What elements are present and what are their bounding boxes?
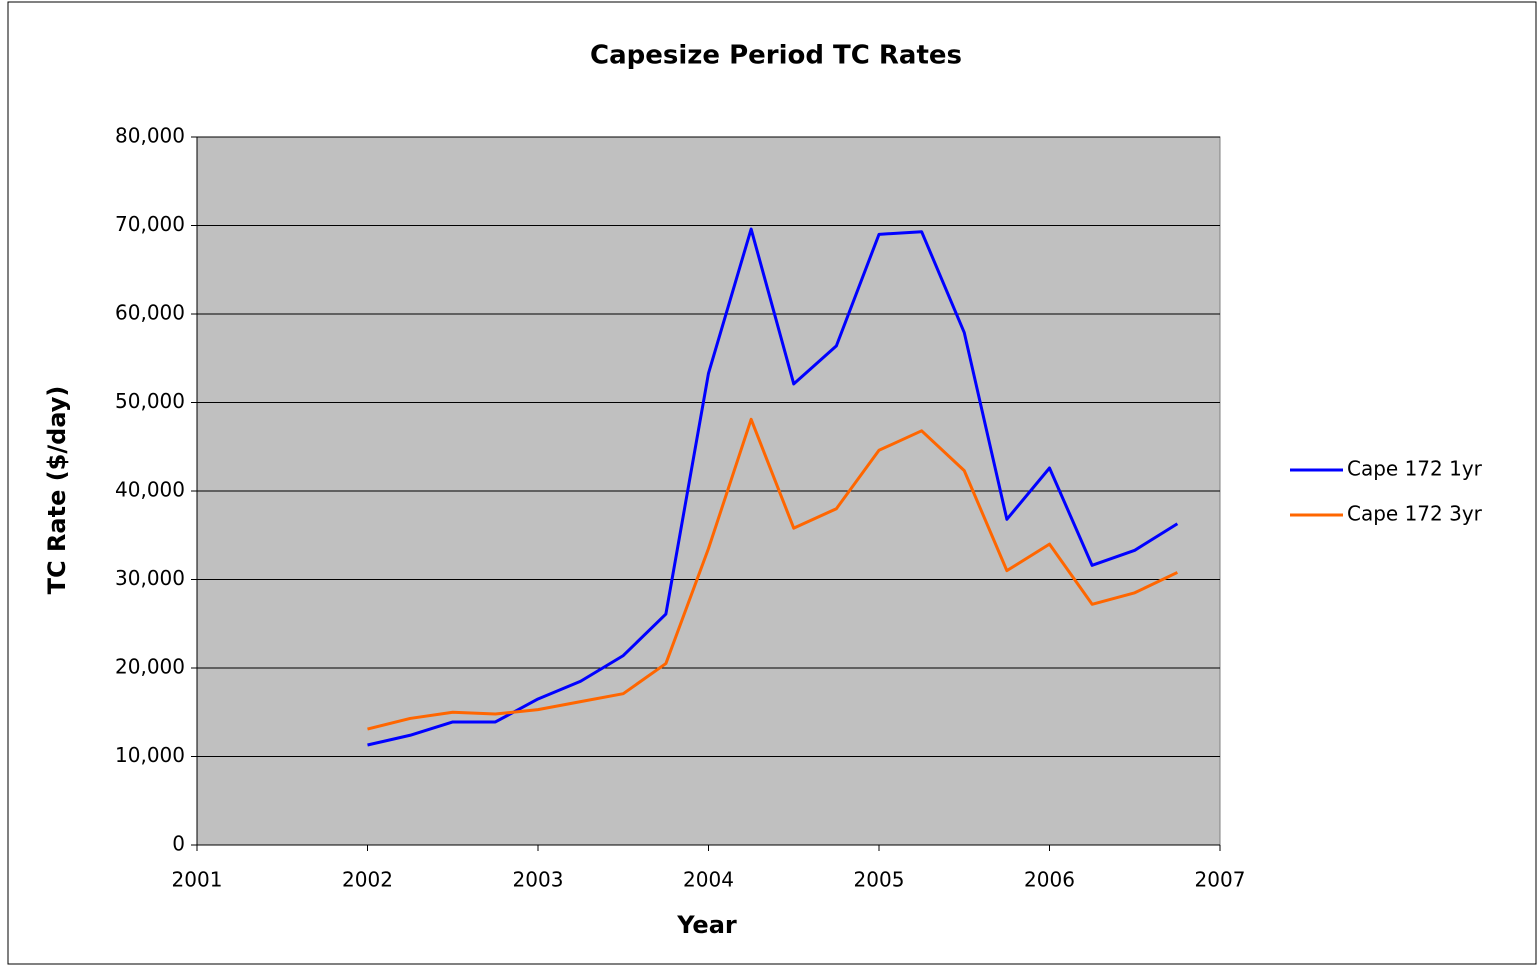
y-tick-label: 70,000: [115, 212, 185, 236]
x-tick-label: 2002: [342, 868, 393, 892]
x-tick-label: 2003: [513, 868, 564, 892]
y-tick-label: 10,000: [115, 743, 185, 767]
x-tick-label: 2001: [172, 868, 223, 892]
x-tick-label: 2005: [854, 868, 905, 892]
y-tick-label: 50,000: [115, 389, 185, 413]
legend-label: Cape 172 3yr: [1347, 502, 1483, 526]
x-tick-label: 2004: [683, 868, 734, 892]
y-tick-label: 0: [172, 832, 185, 856]
chart-title: Capesize Period TC Rates: [590, 41, 962, 71]
series-line: [367, 417, 1179, 731]
series-line: [367, 227, 1179, 747]
legend-label: Cape 172 1yr: [1347, 457, 1483, 481]
y-tick-label: 30,000: [115, 566, 185, 590]
y-tick-label: 40,000: [115, 478, 185, 502]
y-tick-label: 20,000: [115, 655, 185, 679]
x-axis-title: Year: [676, 911, 737, 939]
x-tick-label: 2007: [1195, 868, 1246, 892]
y-tick-label: 60,000: [115, 301, 185, 325]
x-tick-label: 2006: [1024, 868, 1075, 892]
y-tick-label: 80,000: [115, 124, 185, 148]
y-axis-title: TC Rate ($/day): [43, 386, 71, 595]
